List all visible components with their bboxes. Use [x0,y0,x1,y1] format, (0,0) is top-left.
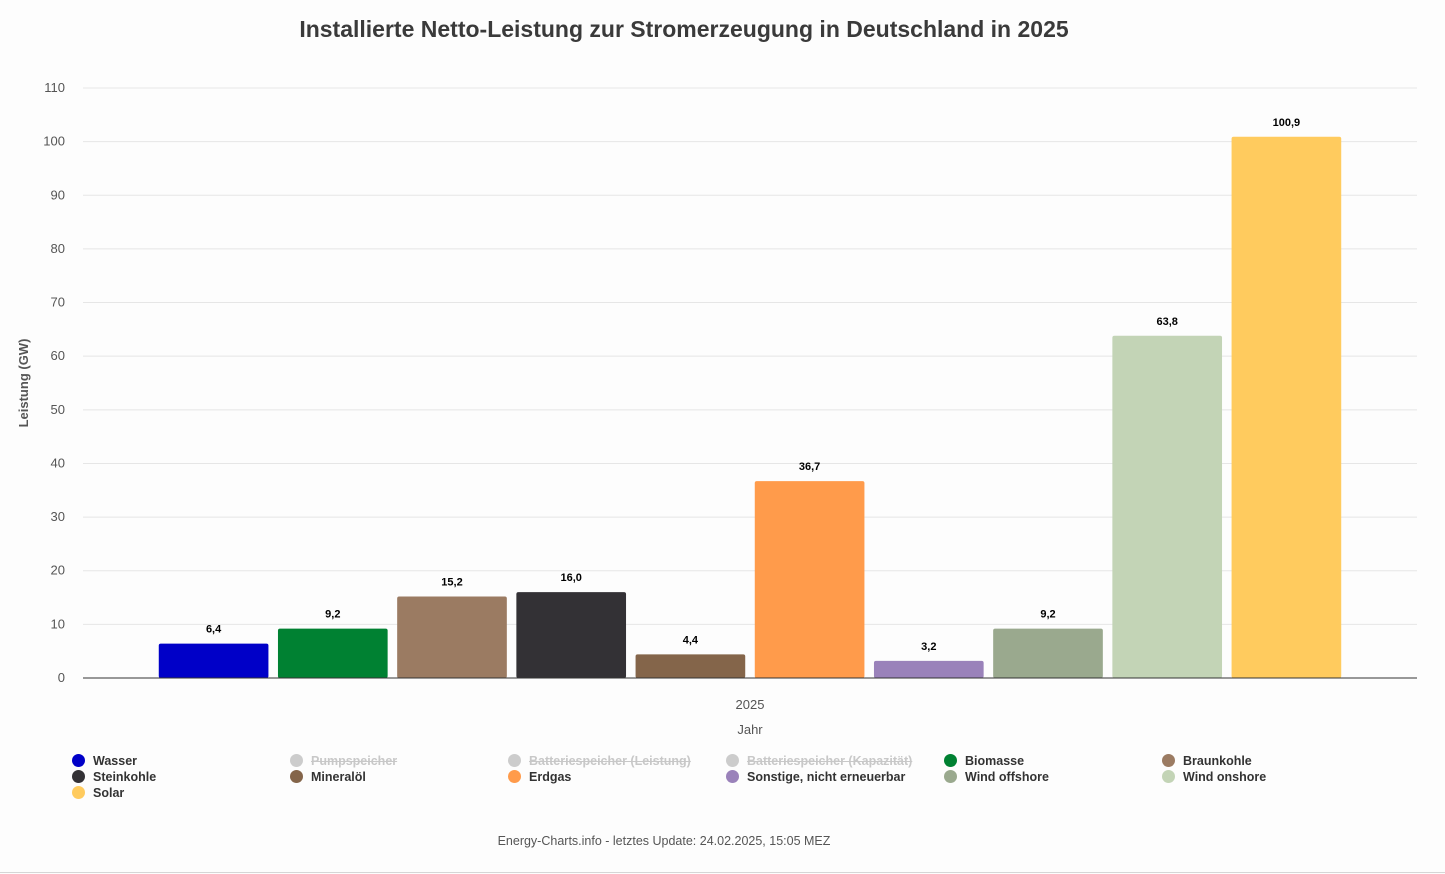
footer-update-note: Energy-Charts.info - letztes Update: 24.… [497,834,831,848]
legend-item[interactable]: Sonstige, nicht erneuerbar [726,769,944,784]
legend-item[interactable]: Batteriespeicher (Kapazität) [726,753,944,768]
data-label: 63,8 [1156,316,1177,328]
legend-label: Solar [93,785,125,800]
y-tick-label: 30 [51,509,65,524]
bar-biomasse[interactable] [277,628,388,678]
y-tick-label: 50 [51,402,65,417]
legend-label: Braunkohle [1183,753,1252,768]
bottom-border [0,872,1445,873]
legend-swatch-icon [944,754,957,767]
y-tick-label: 20 [51,563,65,578]
legend-swatch-icon [726,770,739,783]
legend-label: Batteriespeicher (Leistung) [529,753,691,768]
bars [158,136,1342,679]
y-tick-label: 60 [51,348,65,363]
data-label: 4,4 [683,634,699,646]
legend-swatch-icon [290,770,303,783]
bar-sonstige-nicht-erneuerbar[interactable] [873,660,984,678]
legend-label: Biomasse [965,753,1025,768]
legend-item[interactable]: Wind offshore [944,769,1162,784]
legend-label: Wind onshore [1183,769,1267,784]
legend-swatch-icon [72,786,85,799]
data-labels: 6,4 9,2 15,2 16,0 4,4 36,7 3,2 9,2 63,8 100,9 [206,117,1300,653]
chart-plot: 0 10 20 30 40 50 60 70 80 90 100 110 6,4 9,2 15,2 16,0… [16,80,1417,737]
y-tick-label: 0 [58,670,65,685]
legend-label: Steinkohle [93,769,157,784]
legend-item[interactable]: Pumpspeicher [290,753,508,768]
data-label: 16,0 [560,572,581,584]
legend-swatch-icon [1162,770,1175,783]
legend-label: Erdgas [529,769,572,784]
bar-erdgas[interactable] [754,481,865,678]
legend-item[interactable]: Braunkohle [1162,753,1380,768]
legend-swatch-icon [944,770,957,783]
data-label: 9,2 [325,609,340,621]
legend-item[interactable]: Batteriespeicher (Leistung) [508,753,726,768]
legend-item[interactable]: Mineralöl [290,769,508,784]
y-tick-label: 80 [51,241,65,256]
y-axis-ticks: 0 10 20 30 40 50 60 70 80 90 100 110 [43,80,65,685]
y-tick-label: 10 [51,616,65,631]
chart-title: Installierte Netto-Leistung zur Stromerz… [299,16,1069,42]
y-tick-label: 100 [43,134,65,149]
bar-wind-offshore[interactable] [993,628,1103,678]
gridlines [83,87,1417,625]
x-tick-label: 2025 [736,697,765,712]
data-label: 6,4 [206,624,222,636]
bar-mineralöl[interactable] [635,654,746,678]
legend-label: Wasser [93,753,138,768]
legend-label: Pumpspeicher [311,753,398,768]
x-axis-title: Jahr [737,722,763,737]
y-axis-title: Leistung (GW) [16,339,31,428]
data-label: 36,7 [799,461,820,473]
legend-swatch-icon [290,754,303,767]
legend: Wasser Pumpspeicher Batteriespeicher (Leis… [72,753,1432,800]
data-label: 15,2 [441,576,462,588]
bar-solar[interactable] [1231,136,1342,679]
bar-braunkohle[interactable] [397,596,507,678]
legend-item[interactable]: Biomasse [944,753,1162,768]
legend-item[interactable]: Solar [72,785,290,800]
legend-swatch-icon [508,754,521,767]
legend-label: Batteriespeicher (Kapazität) [747,753,913,768]
bar-wasser[interactable] [158,643,269,678]
legend-label: Sonstige, nicht erneuerbar [747,769,906,784]
data-label: 3,2 [921,641,936,653]
legend-swatch-icon [508,770,521,783]
bar-wind-onshore[interactable] [1112,335,1223,678]
data-label: 9,2 [1040,609,1055,621]
legend-label: Wind offshore [965,769,1049,784]
legend-item[interactable]: Steinkohle [72,769,290,784]
bar-steinkohle[interactable] [516,592,627,678]
legend-item[interactable]: Erdgas [508,769,726,784]
legend-swatch-icon [72,770,85,783]
legend-label: Mineralöl [311,769,366,784]
y-tick-label: 90 [51,187,65,202]
legend-swatch-icon [1162,754,1175,767]
legend-swatch-icon [726,754,739,767]
legend-item[interactable]: Wasser [72,753,290,768]
legend-swatch-icon [72,754,85,767]
y-tick-label: 70 [51,295,65,310]
y-tick-label: 40 [51,455,65,470]
legend-item[interactable]: Wind onshore [1162,769,1380,784]
data-label: 100,9 [1273,117,1301,129]
y-tick-label: 110 [44,80,65,95]
